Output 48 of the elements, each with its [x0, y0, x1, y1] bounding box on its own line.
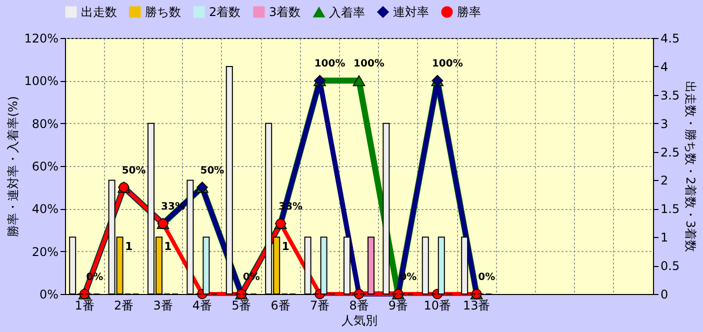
- data-label: 100%: [354, 58, 384, 70]
- y2-tick-label: 0.5: [660, 259, 680, 274]
- y2-tick-label: 2.5: [660, 145, 680, 160]
- data-label: 1: [164, 240, 172, 254]
- legend-label: 3着数: [269, 5, 301, 19]
- y-tick-label: 100%: [24, 74, 58, 88]
- y2-tick-label: 3.5: [660, 88, 680, 102]
- x-tick-label: 9番: [388, 298, 408, 312]
- legend-label: 入着率: [329, 5, 365, 20]
- data-label: 50%: [200, 165, 224, 176]
- data-label: 100%: [432, 58, 463, 70]
- x-tick-label: 7番: [310, 298, 330, 312]
- y-tick-label: 60%: [32, 160, 58, 174]
- legend-label: 2着数: [209, 5, 241, 19]
- y2-tick-label: 1: [660, 230, 668, 245]
- y-tick-label: 120%: [24, 32, 58, 46]
- y-axis-title: 勝率・連対率・入着率(%): [6, 96, 20, 237]
- data-label: 1: [124, 240, 133, 254]
- legend-label: 勝率: [457, 5, 481, 19]
- y-tick-label: 20%: [32, 244, 58, 259]
- y2-tick-label: 0: [660, 288, 668, 302]
- point: [352, 75, 366, 86]
- x-tick-label: 1番: [74, 298, 94, 312]
- y2-tick-label: 4.5: [660, 32, 680, 46]
- x-tick-label: 6番: [270, 298, 290, 312]
- data-label: 100%: [314, 58, 346, 70]
- legend-label: 出走数: [81, 5, 117, 19]
- y2-axis-title: 出走数・勝ち数・2着数・3着数: [684, 80, 698, 252]
- y2-tick-label: 2: [660, 174, 668, 188]
- y-tick-label: 80%: [32, 116, 58, 131]
- data-label: 0%: [478, 272, 496, 283]
- y-tick-label: 0%: [39, 288, 58, 302]
- y2-tick-label: 1.5: [660, 202, 680, 216]
- x-tick-label: 10番: [424, 298, 452, 312]
- x-tick-label: 3番: [153, 298, 173, 312]
- x-tick-label: 8番: [349, 298, 369, 312]
- data-label: 1: [282, 240, 290, 254]
- x-tick-label: 5番: [232, 298, 252, 312]
- legend-label: 連対率: [393, 5, 429, 19]
- x-tick-label: 4番: [192, 298, 212, 312]
- y2-tick-label: 3: [660, 116, 668, 131]
- y-tick-label: 40%: [32, 202, 58, 216]
- x-tick-label: 13番: [462, 298, 490, 312]
- data-label: 50%: [122, 165, 146, 176]
- legend-label: 勝ち数: [145, 5, 181, 19]
- x-tick-label: 2番: [114, 298, 134, 312]
- y2-tick-label: 4: [660, 60, 668, 74]
- x-axis-title: 人気別: [342, 314, 378, 328]
